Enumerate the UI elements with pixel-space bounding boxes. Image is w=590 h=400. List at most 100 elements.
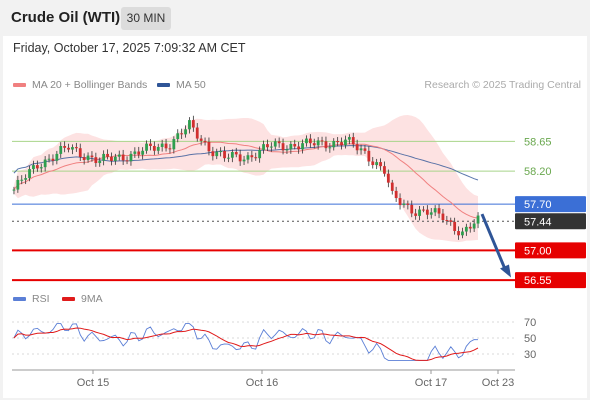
candle-body (246, 155, 250, 160)
header-bar: Crude Oil (WTI) 30 MIN (0, 0, 590, 36)
candle-body (28, 169, 31, 179)
instrument-title: Crude Oil (WTI) (11, 9, 121, 26)
candle-body (125, 160, 129, 162)
candle-body (184, 129, 187, 135)
candle-body (316, 140, 320, 146)
candle-body (219, 151, 223, 153)
candle-body (86, 155, 90, 161)
candle-body (110, 156, 113, 161)
candle-body (258, 149, 262, 159)
candle-body (172, 139, 176, 150)
candle-body (266, 144, 269, 148)
candle-body (141, 150, 145, 155)
candle-body (129, 153, 133, 162)
candle-body (344, 139, 347, 146)
level-badge-57.00 (515, 242, 586, 259)
candle-body (180, 133, 184, 135)
x-tick-label: Oct 23 (482, 377, 514, 389)
candle-body (476, 215, 480, 224)
candle-body (351, 137, 355, 145)
candle-body (145, 143, 148, 151)
ma50-line (13, 145, 479, 181)
candle-body (336, 140, 340, 143)
candle-body (230, 152, 234, 158)
legend-9ma-label: 9MA (81, 293, 103, 305)
candle-body (293, 143, 297, 147)
candle-body (340, 142, 343, 146)
candle-body (363, 148, 367, 151)
candle-body (39, 167, 43, 169)
timeframe-button[interactable]: 30 MIN (121, 7, 171, 30)
candle-body (234, 152, 238, 155)
candle-body (43, 159, 47, 168)
candle-body (461, 231, 464, 236)
candle-body (367, 150, 371, 162)
rsi-swatch (13, 297, 26, 302)
candle-body (402, 203, 406, 206)
legend-ma20-label: MA 20 + Bollinger Bands (32, 79, 148, 91)
candle-body (320, 140, 324, 142)
candle-body (207, 142, 211, 152)
candle-body (250, 155, 254, 158)
ma20-line (13, 141, 479, 219)
candle-body (305, 138, 308, 144)
rsi-tick-70: 70 (524, 317, 536, 329)
candle-body (215, 151, 219, 157)
x-tick-label: Oct 16 (246, 377, 278, 389)
candle-body (199, 138, 203, 141)
candle-body (355, 144, 359, 151)
level-label-57.44: 57.44 (524, 216, 552, 228)
ma9-swatch (62, 297, 75, 302)
bollinger-band (13, 115, 479, 243)
candle-body (55, 153, 59, 161)
candle-body (113, 156, 117, 161)
candle-body (117, 154, 121, 157)
candle-body (67, 147, 70, 150)
candle-body (227, 157, 230, 159)
rsi-line (13, 323, 479, 361)
datetime-label: Friday, October 17, 2025 7:09:32 AM CET (13, 41, 246, 55)
candle-body (429, 212, 433, 215)
level-label-56.55: 56.55 (524, 275, 552, 287)
candle-body (386, 173, 390, 183)
candle-body (35, 165, 39, 169)
level-badge-57.70 (515, 196, 586, 213)
candle-body (425, 209, 429, 215)
candle-body (410, 204, 414, 214)
candle-body (418, 209, 421, 216)
candle-body (453, 221, 457, 232)
candle-body (156, 146, 160, 151)
x-tick-label: Oct 17 (415, 377, 447, 389)
forecast-arrow-head (500, 264, 511, 278)
candle-body (78, 148, 82, 158)
candle-body (359, 148, 363, 151)
candle-body (90, 155, 94, 158)
candle-body (74, 147, 78, 149)
candle-body (191, 120, 195, 128)
candle-body (289, 143, 293, 150)
candle-body (398, 198, 402, 206)
candle-body (437, 208, 441, 214)
candle-body (406, 203, 410, 205)
level-label-57.70: 57.70 (524, 199, 552, 211)
legend-rsi: RSI (13, 293, 50, 305)
level-badge-56.55 (515, 272, 586, 289)
candle-body (445, 220, 449, 222)
candle-body (133, 151, 137, 154)
level-label-57.00: 57.00 (524, 245, 552, 257)
candle-body (328, 147, 332, 149)
candle-body (375, 162, 379, 166)
candle-body (149, 143, 152, 146)
legend-9ma: 9MA (62, 293, 103, 305)
candle-body (285, 149, 289, 151)
candle-body (47, 158, 51, 160)
credit-text: Research © 2025 Trading Central (424, 79, 581, 91)
candle-body (394, 190, 398, 199)
candle-body (94, 157, 98, 164)
candle-body (20, 179, 24, 181)
candle-body (277, 141, 281, 144)
candle-body (312, 143, 316, 146)
candle-body (211, 151, 215, 157)
level-label-58.65: 58.65 (524, 136, 552, 148)
